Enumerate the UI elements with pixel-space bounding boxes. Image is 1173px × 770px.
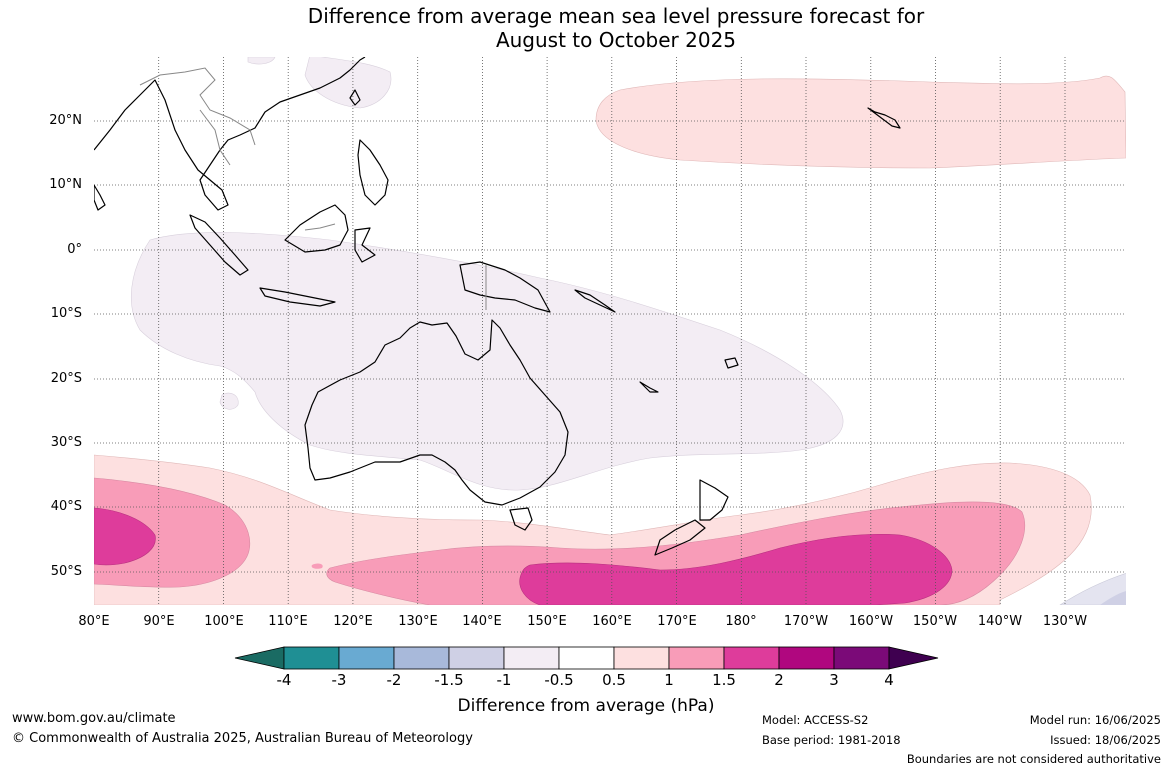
tasmania-coast bbox=[509, 507, 533, 531]
new-zealand-coast bbox=[654, 479, 729, 556]
colorbar-tick-label: -3 bbox=[331, 671, 347, 689]
footer-model-run: Model run: 16/06/2025 bbox=[1029, 713, 1161, 727]
anomaly-region-plus-one-half bbox=[94, 507, 156, 566]
philippines-coast bbox=[357, 139, 389, 206]
colorbar-bin bbox=[393, 646, 450, 670]
colorbar-tick-label: -0.5 bbox=[544, 671, 574, 689]
lon-label: 120°E bbox=[333, 614, 373, 629]
taiwan-coast bbox=[349, 89, 361, 106]
lon-label: 110°E bbox=[268, 614, 308, 629]
graticule bbox=[94, 57, 1126, 605]
lon-label: 130°W bbox=[1042, 614, 1088, 629]
title-line-1: Difference from average mean sea level p… bbox=[307, 4, 925, 28]
anomaly-region-plus-half-north bbox=[595, 75, 1126, 169]
title-line-2: August to October 2025 bbox=[495, 28, 737, 52]
colorbar-bin bbox=[723, 646, 780, 670]
colorbar-bin bbox=[613, 646, 670, 670]
colorbar-tick-label: 4 bbox=[884, 671, 894, 689]
lon-label: 130°E bbox=[398, 614, 438, 629]
colorbar-title: Difference from average (hPa) bbox=[457, 696, 715, 716]
colorbar-tick-label: 1 bbox=[664, 671, 674, 689]
colorbar-bin bbox=[668, 646, 725, 670]
colorbar-tick-label: 1.5 bbox=[712, 671, 736, 689]
borneo-coast bbox=[284, 204, 349, 253]
colorbar-tick-label: 0.5 bbox=[602, 671, 626, 689]
lat-label: 10°S bbox=[50, 306, 82, 321]
colorbar-extend-high bbox=[888, 646, 939, 670]
lat-label: 30°S bbox=[50, 435, 82, 450]
lon-label: 170°E bbox=[657, 614, 697, 629]
lon-label: 140°W bbox=[977, 614, 1023, 629]
footer-model: Model: ACCESS-S2 bbox=[762, 713, 869, 727]
lon-label: 140°E bbox=[462, 614, 502, 629]
chart-title: Difference from average mean sea level p… bbox=[0, 4, 1173, 52]
lat-label: 50°S bbox=[50, 564, 82, 579]
colorbar-bin bbox=[283, 646, 340, 670]
lon-label: 160°W bbox=[848, 614, 894, 629]
footer-base-period: Base period: 1981-2018 bbox=[762, 733, 901, 747]
lon-label: 160°E bbox=[592, 614, 632, 629]
sumatra-coast bbox=[189, 214, 249, 276]
new-caledonia-coast bbox=[639, 381, 659, 393]
colorbar-bin bbox=[558, 646, 615, 670]
lat-label: 20°N bbox=[49, 113, 82, 128]
mainland-asia-coast bbox=[94, 57, 366, 211]
lon-label: 150°E bbox=[527, 614, 567, 629]
footer-url[interactable]: www.bom.gov.au/climate bbox=[12, 711, 176, 726]
lat-label: 20°S bbox=[50, 371, 82, 386]
lon-label: 100°E bbox=[204, 614, 244, 629]
lon-label: 170°W bbox=[783, 614, 829, 629]
lat-label: 0° bbox=[67, 242, 82, 257]
colorbar-bin bbox=[503, 646, 560, 670]
lon-label: 90°E bbox=[143, 614, 175, 629]
lat-label: 10°N bbox=[49, 177, 82, 192]
india-coast bbox=[94, 184, 106, 211]
colorbar-tick-label: 2 bbox=[774, 671, 784, 689]
lat-label: 40°S bbox=[50, 499, 82, 514]
java-coast bbox=[259, 287, 336, 307]
footer-disclaimer: Boundaries are not considered authoritat… bbox=[906, 752, 1161, 766]
colorbar-bin bbox=[778, 646, 835, 670]
country-borders bbox=[139, 67, 487, 310]
fiji-coast bbox=[724, 357, 739, 369]
new-guinea-coast bbox=[459, 261, 551, 313]
lon-label: 80°E bbox=[78, 614, 110, 629]
colorbar-tick-label: 3 bbox=[829, 671, 839, 689]
colorbar bbox=[234, 646, 939, 670]
colorbar-extend-low bbox=[234, 646, 285, 670]
colorbar-bin bbox=[338, 646, 395, 670]
lon-label: 150°W bbox=[912, 614, 958, 629]
colorbar-tick-label: -4 bbox=[276, 671, 292, 689]
colorbar-bin bbox=[833, 646, 890, 670]
sulawesi-coast bbox=[354, 227, 376, 263]
colorbar-tick-label: -1 bbox=[496, 671, 512, 689]
colorbar-tick-label: -1.5 bbox=[434, 671, 464, 689]
colorbar-bin bbox=[448, 646, 505, 670]
colorbar-tick-label: -2 bbox=[386, 671, 402, 689]
australia-coast bbox=[304, 319, 569, 506]
footer-issued: Issued: 18/06/2025 bbox=[1050, 733, 1161, 747]
solomon-coast bbox=[574, 289, 616, 313]
lon-label: 180° bbox=[725, 614, 757, 629]
footer-copyright: © Commonwealth of Australia 2025, Austra… bbox=[12, 731, 473, 746]
hawaii-coast bbox=[867, 107, 901, 129]
coastlines bbox=[94, 57, 901, 556]
